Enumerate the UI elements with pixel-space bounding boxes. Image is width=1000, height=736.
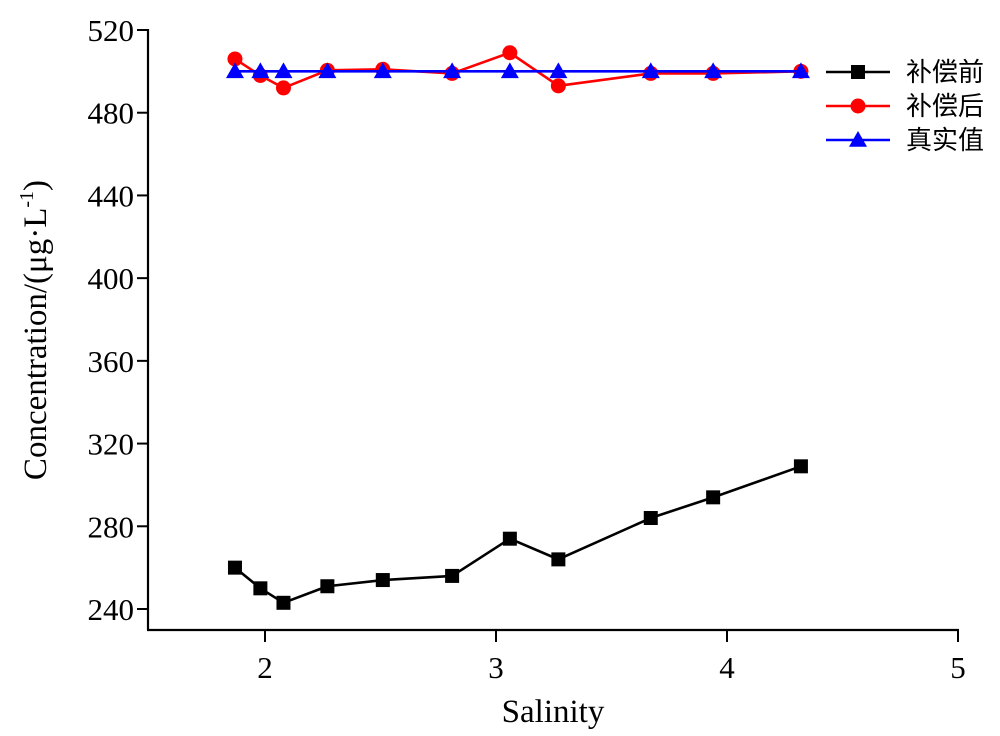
legend-marker bbox=[849, 131, 867, 147]
data-point bbox=[791, 62, 810, 79]
y-tick-label: 520 bbox=[88, 13, 135, 48]
y-axis-title-superscript: -1 bbox=[16, 191, 38, 208]
y-tick-label: 400 bbox=[88, 261, 135, 296]
y-axis-title: Concentration/(μg·L-1) bbox=[16, 180, 54, 480]
data-point bbox=[375, 573, 390, 588]
x-tick-label: 5 bbox=[950, 650, 966, 685]
data-point bbox=[253, 581, 268, 596]
data-point bbox=[502, 531, 517, 546]
data-point bbox=[227, 560, 242, 575]
data-point bbox=[551, 552, 566, 567]
series-line bbox=[234, 465, 802, 605]
x-tick-label: 4 bbox=[719, 650, 735, 685]
data-point bbox=[373, 62, 392, 79]
y-tick-label: 440 bbox=[88, 178, 135, 213]
y-tick-label: 240 bbox=[88, 592, 135, 627]
y-axis-title-suffix: ) bbox=[18, 180, 54, 191]
series-layer bbox=[225, 45, 810, 610]
data-point bbox=[793, 459, 808, 474]
data-point bbox=[502, 45, 518, 61]
data-point bbox=[500, 62, 519, 79]
data-point bbox=[443, 62, 462, 79]
data-point bbox=[550, 78, 566, 94]
data-point bbox=[704, 62, 723, 79]
series-3 bbox=[225, 62, 810, 79]
y-axis-title-main: Concentration/(μg·L bbox=[18, 208, 54, 480]
data-point bbox=[445, 568, 460, 583]
data-point bbox=[706, 490, 721, 505]
x-axis-title: Salinity bbox=[502, 694, 605, 730]
y-tick-label: 320 bbox=[88, 427, 135, 462]
legend-label: 补偿后 bbox=[906, 92, 984, 122]
data-point bbox=[643, 511, 658, 526]
data-point bbox=[274, 62, 293, 79]
legend-marker bbox=[850, 98, 866, 114]
data-point bbox=[276, 595, 291, 610]
series-1 bbox=[227, 459, 808, 610]
data-point bbox=[318, 62, 337, 79]
legend-label: 真实值 bbox=[906, 126, 984, 156]
data-point bbox=[549, 62, 568, 79]
data-point bbox=[251, 62, 270, 79]
data-point bbox=[227, 51, 243, 67]
x-tick-label: 2 bbox=[257, 650, 273, 685]
y-tick-label: 360 bbox=[88, 344, 135, 379]
data-point bbox=[320, 579, 335, 594]
legend-item: 补偿前 bbox=[826, 58, 984, 88]
data-point bbox=[275, 80, 291, 96]
legend-item: 补偿后 bbox=[826, 92, 984, 122]
x-tick-label: 3 bbox=[488, 650, 504, 685]
y-tick-label: 480 bbox=[88, 96, 135, 131]
legend-item: 真实值 bbox=[826, 126, 984, 156]
legend-label: 补偿前 bbox=[906, 58, 984, 88]
data-point bbox=[641, 62, 660, 79]
legend-marker bbox=[851, 65, 865, 79]
data-point bbox=[225, 62, 244, 79]
y-tick-label: 280 bbox=[88, 509, 135, 544]
axes: 240 280 320 360 400 440 480 520 2 3 4 5 bbox=[88, 13, 966, 685]
